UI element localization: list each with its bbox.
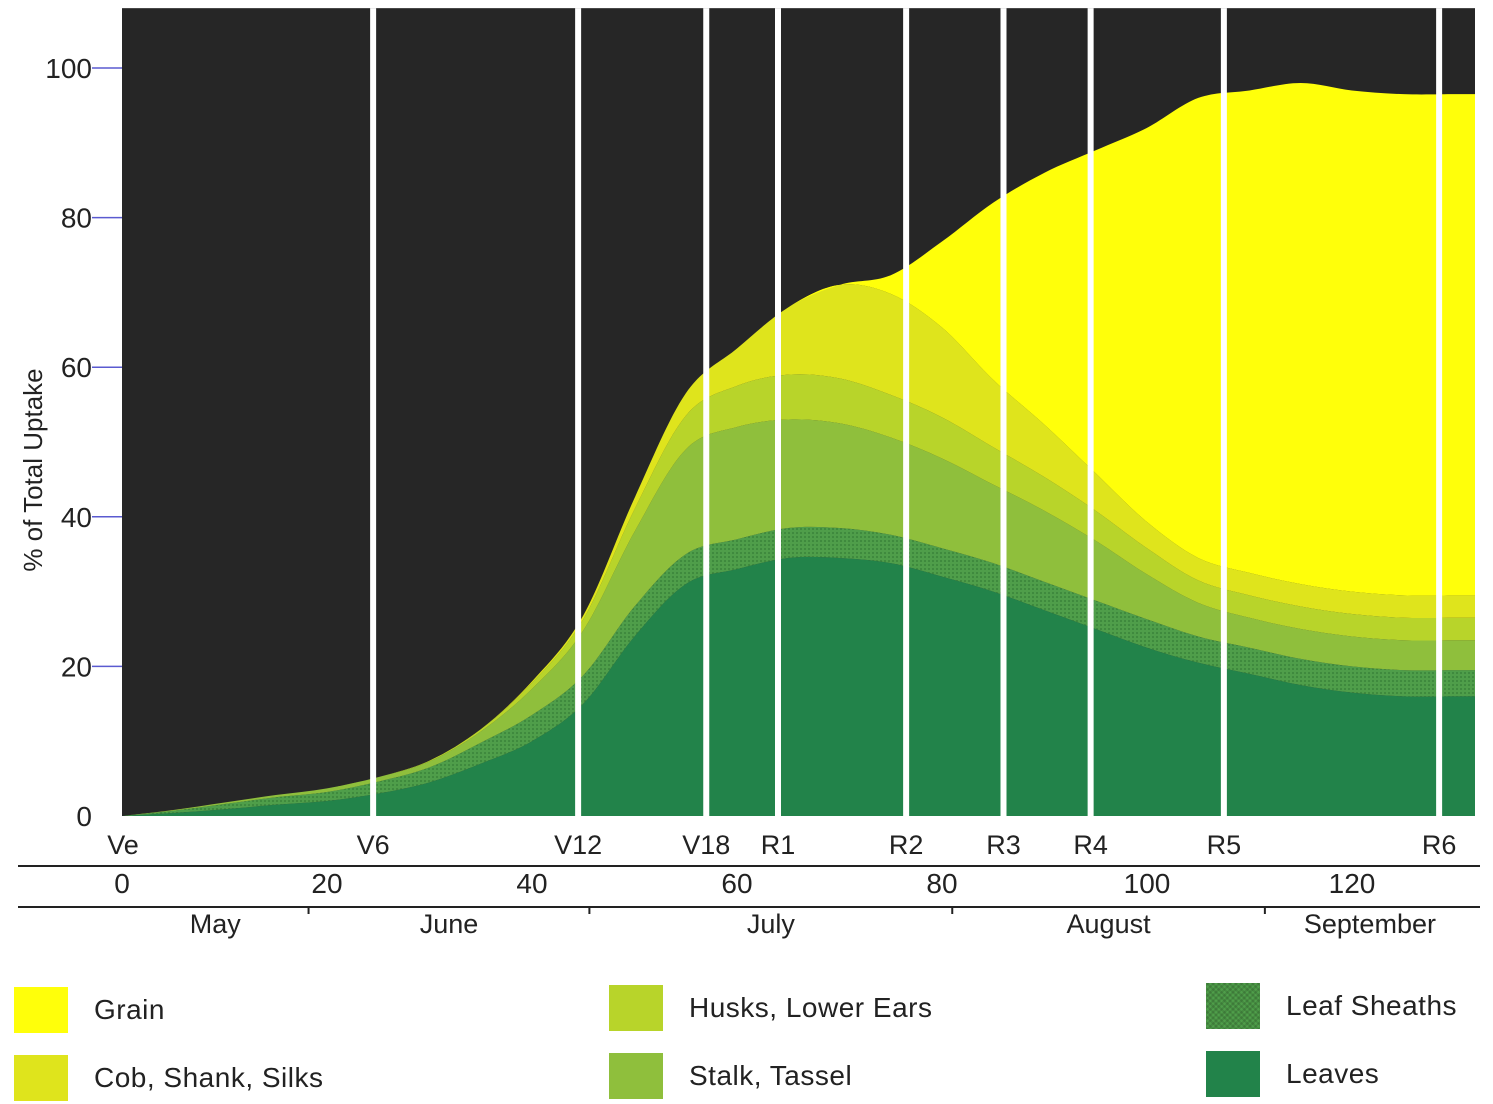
- x-axis: 0 20 40 60 80 100 120: [114, 868, 1375, 899]
- x-tick-label-60: 60: [721, 868, 752, 899]
- legend-item-stalk-tassel: Stalk, Tassel: [609, 1051, 852, 1101]
- stage-label-r2: R2: [889, 830, 924, 860]
- legend: Grain Cob, Shank, Silks Husks, Lower Ear…: [0, 975, 1493, 1104]
- month-label-july: July: [747, 909, 796, 939]
- legend-swatch-leaves: [1206, 1051, 1260, 1097]
- month-label-september: September: [1304, 909, 1436, 939]
- area-stalk-tassel: [122, 419, 1475, 816]
- month-label-august: August: [1067, 909, 1152, 939]
- legend-item-grain: Grain: [14, 985, 165, 1035]
- stage-lines-group: [370, 8, 1443, 816]
- month-label-june: June: [420, 909, 479, 939]
- legend-label-stalk-tassel: Stalk, Tassel: [689, 1060, 853, 1091]
- stage-label-r5: R5: [1207, 830, 1242, 860]
- stage-label-r6: R6: [1422, 830, 1457, 860]
- legend-swatch-cob-shank-silks: [14, 1055, 68, 1101]
- legend-label-husks-lower-ears: Husks, Lower Ears: [689, 992, 933, 1023]
- legend-swatch-husks-lower-ears: [609, 985, 663, 1031]
- stage-label-r1: R1: [761, 830, 796, 860]
- legend-swatch-leaf-sheaths: [1206, 983, 1260, 1029]
- y-axis-label: % of Total Uptake: [18, 368, 48, 571]
- legend-item-leaves: Leaves: [1206, 1049, 1379, 1099]
- y-axis: 0 20 40 60 80 100: [45, 53, 122, 832]
- y-tick-label-80: 80: [61, 203, 92, 234]
- y-tick-label-40: 40: [61, 502, 92, 533]
- x-tick-label-120: 120: [1329, 868, 1376, 899]
- month-label-may: May: [190, 909, 242, 939]
- legend-label-cob-shank-silks: Cob, Shank, Silks: [94, 1062, 324, 1093]
- stage-label-r3: R3: [986, 830, 1021, 860]
- legend-item-cob-shank-silks: Cob, Shank, Silks: [14, 1053, 324, 1103]
- stage-label-v6: V6: [357, 830, 390, 860]
- stacked-area-chart: 0 20 40 60 80 100 % of Total Uptake Ve V6 V12 V1…: [18, 8, 1480, 939]
- y-tick-label-100: 100: [45, 53, 92, 84]
- area-leaves: [122, 556, 1475, 816]
- y-tick-label-0: 0: [76, 801, 92, 832]
- area-series-group: [122, 82, 1475, 816]
- y-tick-label-60: 60: [61, 352, 92, 383]
- x-tick-label-0: 0: [114, 868, 130, 899]
- month-axis: May June July August September: [190, 907, 1436, 939]
- area-grain: [122, 82, 1475, 816]
- area-husks-lower-ears: [122, 374, 1475, 816]
- legend-label-leaves: Leaves: [1286, 1058, 1380, 1089]
- x-tick-label-40: 40: [516, 868, 547, 899]
- legend-swatch-grain: [14, 987, 68, 1033]
- legend-swatch-stalk-tassel: [609, 1053, 663, 1099]
- x-tick-label-80: 80: [926, 868, 957, 899]
- stage-label-ve: Ve: [107, 830, 139, 860]
- x-tick-label-20: 20: [311, 868, 342, 899]
- y-tick-label-20: 20: [61, 651, 92, 682]
- stage-label-r4: R4: [1073, 830, 1108, 860]
- legend-label-grain: Grain: [94, 994, 165, 1025]
- legend-item-leaf-sheaths: Leaf Sheaths: [1206, 981, 1457, 1031]
- x-tick-label-100: 100: [1124, 868, 1171, 899]
- legend-item-husks-lower-ears: Husks, Lower Ears: [609, 983, 932, 1033]
- stage-labels-group: Ve V6 V12 V18 R1 R2 R3 R4 R5 R6: [107, 830, 1456, 860]
- legend-label-leaf-sheaths: Leaf Sheaths: [1286, 990, 1458, 1021]
- stage-label-v18: V18: [682, 830, 730, 860]
- stage-label-v12: V12: [554, 830, 602, 860]
